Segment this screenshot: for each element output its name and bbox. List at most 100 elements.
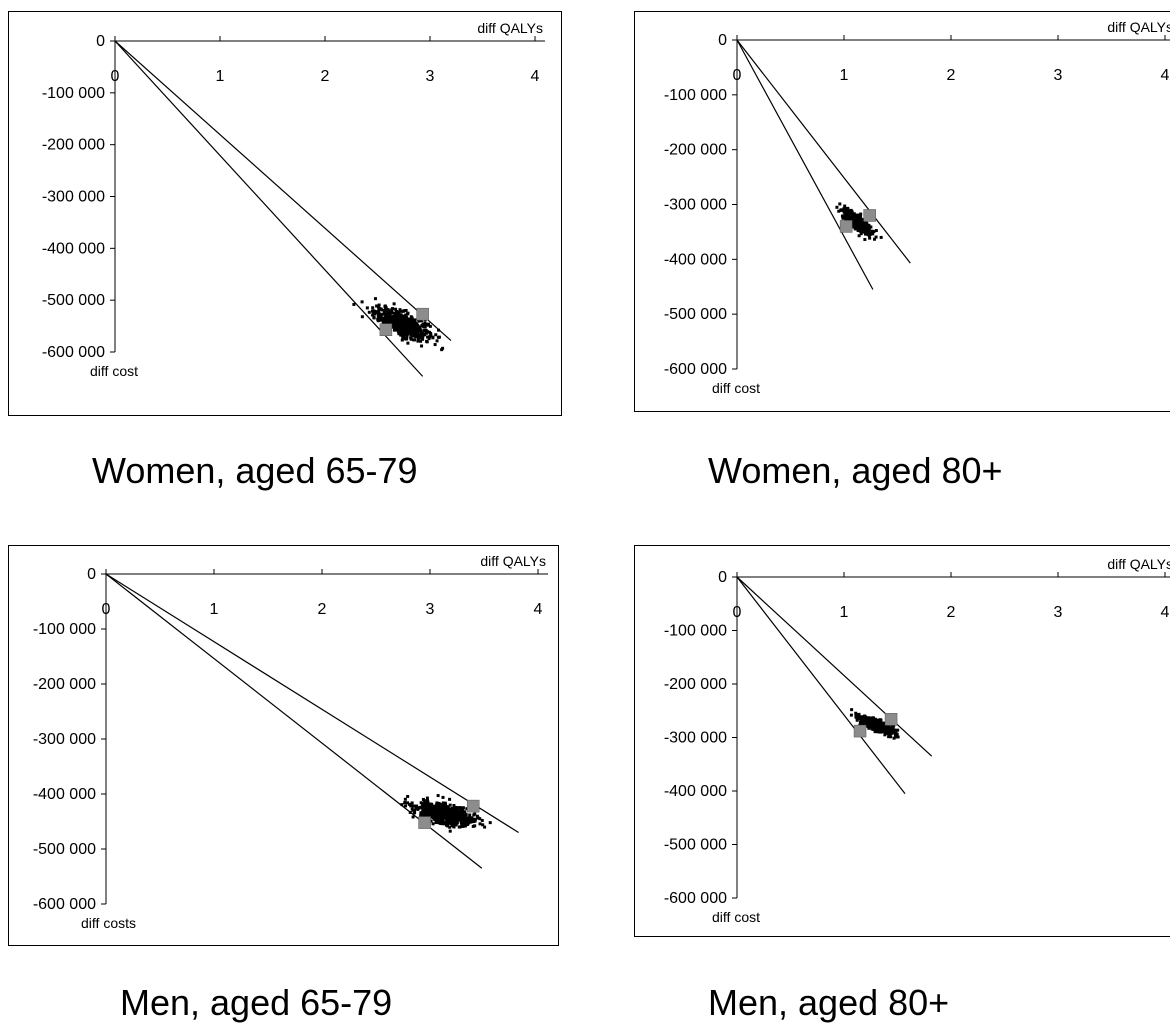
scatter-point [859, 212, 863, 216]
scatter-point [855, 718, 859, 722]
scatter-point [472, 819, 476, 823]
scatter-point [860, 221, 864, 225]
scatter-point [423, 322, 427, 326]
scatter-point [435, 339, 439, 343]
y-tick-label: -200 000 [664, 676, 727, 693]
scatter-point [857, 221, 861, 225]
scatter-point [397, 321, 401, 325]
y-tick-label: 0 [96, 33, 105, 50]
scatter-point [423, 810, 427, 814]
scatter-point [430, 803, 434, 807]
scatter-point [419, 801, 423, 805]
scatter-point [478, 817, 482, 821]
scatter-point [400, 328, 404, 332]
scatter-point [406, 326, 410, 330]
scatter-point [450, 808, 454, 812]
scatter-point [421, 802, 425, 806]
scatter-point [463, 824, 467, 828]
scatter-point [454, 823, 458, 827]
ratio-line-2 [114, 40, 424, 377]
scatter-point [441, 815, 445, 819]
scatter-point [866, 719, 870, 723]
scatter-point [882, 721, 886, 725]
scatter-point [846, 207, 850, 211]
y-tick-label: -100 000 [33, 621, 96, 638]
y-tick-label: -300 000 [42, 189, 105, 206]
scatter-point [449, 821, 453, 825]
scatter-point [402, 309, 406, 313]
scatter-point [835, 205, 839, 209]
y-tick-label: -600 000 [664, 361, 727, 378]
scatter-point [874, 235, 878, 239]
scatter-point [859, 721, 863, 725]
scatter-point [419, 319, 423, 323]
scatter-point [445, 811, 449, 815]
scatter-point [397, 332, 401, 336]
y-tick-label: 0 [718, 569, 727, 586]
scatter-point [845, 212, 849, 216]
scatter-point [398, 308, 402, 312]
scatter-point [375, 304, 379, 308]
scatter-point [437, 328, 441, 332]
interval-marker [884, 713, 898, 726]
scatter-point [408, 331, 412, 335]
scatter-point [385, 316, 389, 320]
scatter-point [394, 323, 398, 327]
scatter-point [408, 810, 412, 814]
x-axis-label: diff QALYs [1107, 19, 1170, 35]
scatter-point [434, 807, 438, 811]
scatter-point [409, 337, 413, 341]
scatter-point [863, 232, 867, 236]
scatter-point [411, 331, 415, 335]
scatter-point [453, 812, 457, 816]
scatter-point [879, 235, 883, 239]
scatter-point [860, 719, 864, 723]
scatter-point [411, 318, 415, 322]
x-tick-label: 1 [840, 67, 849, 84]
scatter-point [458, 825, 462, 829]
scatter-point [426, 335, 430, 339]
scatter-point [448, 807, 452, 811]
scatter-point [404, 313, 408, 317]
scatter-point [415, 332, 419, 336]
scatter-point [392, 328, 396, 332]
scatter-point [855, 716, 859, 720]
scatter-point [871, 724, 875, 728]
y-tick-label: -500 000 [664, 837, 727, 854]
scatter-point [408, 328, 412, 332]
scatter-point [424, 331, 428, 335]
scatter-point [384, 312, 388, 316]
scatter-point [452, 807, 456, 811]
scatter-point [849, 713, 853, 717]
ratio-line-1 [736, 39, 911, 264]
y-tick-label: 0 [87, 566, 96, 583]
scatter-point [464, 812, 468, 816]
scatter-point [419, 331, 423, 335]
scatter-point [879, 727, 883, 731]
scatter-point [429, 808, 433, 812]
scatter-point [461, 820, 465, 824]
scatter-point [422, 806, 426, 810]
scatter-point [433, 804, 437, 808]
scatter-point [883, 733, 887, 737]
x-tick-label: 4 [531, 68, 540, 85]
scatter-point [452, 821, 456, 825]
scatter-point [443, 801, 447, 805]
scatter-point [448, 829, 452, 833]
scatter-point [858, 715, 862, 719]
ratio-line-2 [736, 39, 874, 290]
scatter-point [376, 319, 380, 323]
scatter-point [371, 309, 375, 313]
scatter-point [416, 330, 420, 334]
scatter-point [401, 321, 405, 325]
scatter-point [415, 323, 419, 327]
scatter-point [849, 215, 853, 219]
scatter-point [424, 811, 428, 815]
y-tick-label: 0 [718, 32, 727, 49]
scatter-point [469, 817, 473, 821]
scatter-point [449, 814, 453, 818]
scatter-point [468, 813, 472, 817]
scatter-point [430, 806, 434, 810]
scatter-point [397, 319, 401, 323]
scatter-point [396, 330, 400, 334]
